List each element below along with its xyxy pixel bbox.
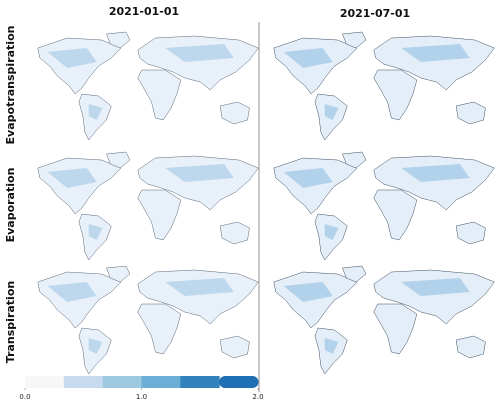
- row-label: Evapotranspiration: [4, 26, 17, 145]
- column-title: 2021-07-01: [340, 7, 410, 20]
- column-title: 2021-01-01: [109, 5, 179, 18]
- colorbar: 0.0 1.0 2.0: [19, 376, 264, 401]
- row-label: Evaporation: [4, 168, 17, 243]
- map-panels: [37, 31, 495, 375]
- colorbar-segment: [63, 376, 104, 388]
- map: [273, 151, 495, 261]
- colorbar-segment: [25, 376, 65, 388]
- map: [37, 151, 259, 261]
- map: [273, 265, 495, 375]
- map: [37, 31, 259, 141]
- colorbar-tick-label: 1.0: [136, 393, 147, 401]
- colorbar-tick-label: 0.0: [19, 393, 30, 401]
- colorbar-segment: [219, 376, 259, 388]
- colorbar-segment: [180, 376, 220, 388]
- map: [273, 31, 495, 141]
- colorbar-segment: [141, 376, 181, 388]
- row-label: Transpiration: [4, 281, 17, 363]
- map: [37, 265, 259, 375]
- colorbar-segment: [102, 376, 142, 388]
- colorbar-tick-label: 2.0: [252, 393, 263, 401]
